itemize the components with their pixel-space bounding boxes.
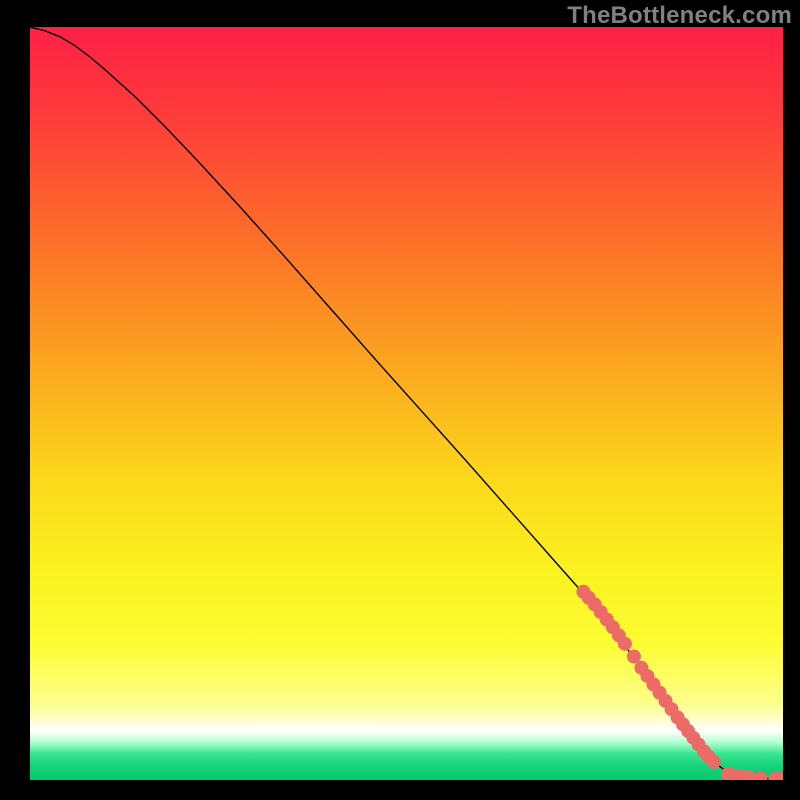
watermark-text: TheBottleneck.com — [567, 2, 792, 30]
chart-markers-group — [576, 585, 783, 780]
chart-line — [30, 27, 783, 779]
chart-marker — [753, 771, 767, 780]
chart-marker — [618, 637, 632, 651]
chart-marker — [707, 755, 721, 769]
chart-plot-area — [30, 27, 783, 780]
chart-overlay-svg — [30, 27, 783, 780]
